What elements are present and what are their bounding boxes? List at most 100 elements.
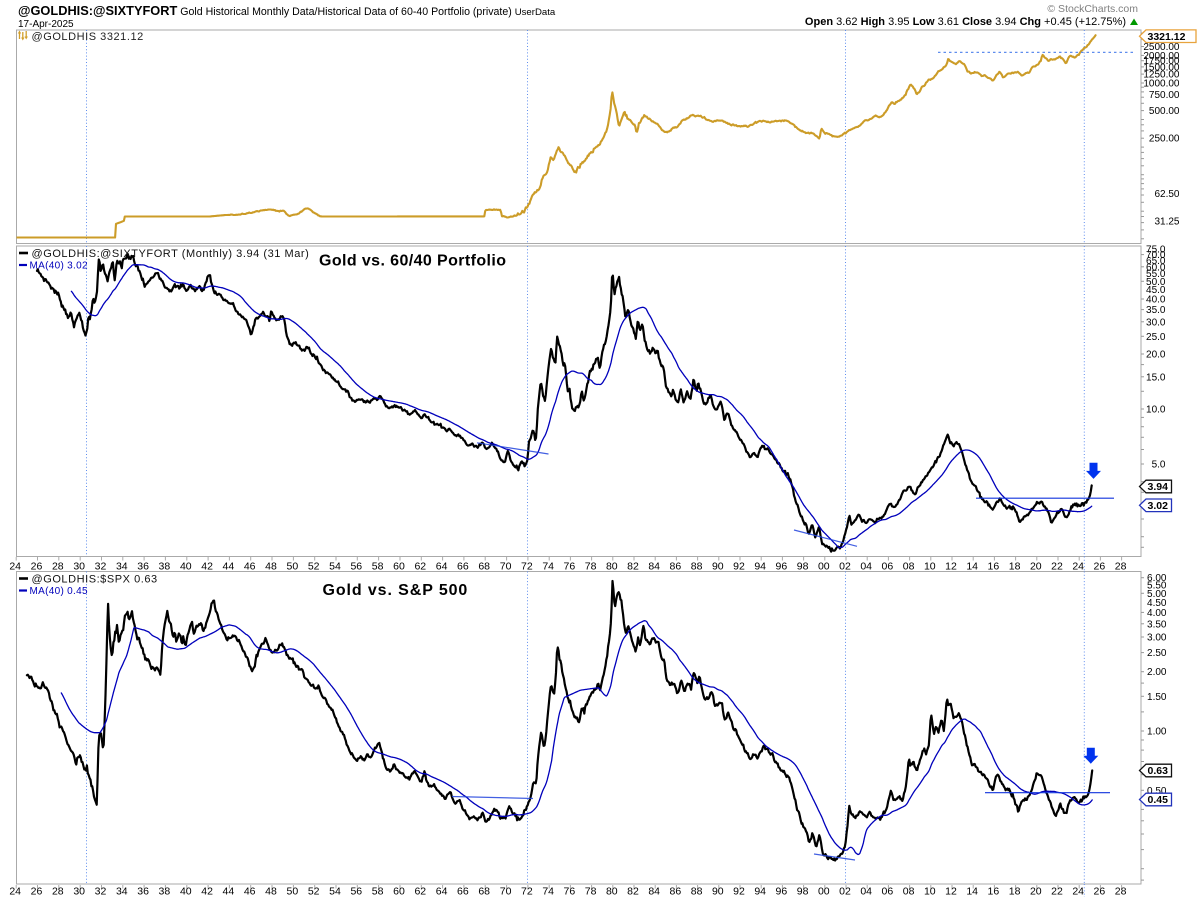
svg-text:04: 04 [860,560,872,572]
svg-text:94: 94 [754,886,766,898]
svg-text:86: 86 [670,886,682,898]
svg-text:34: 34 [116,560,128,572]
svg-text:26: 26 [1094,886,1106,898]
svg-text:10.0: 10.0 [1146,405,1166,416]
svg-text:30: 30 [73,886,85,898]
svg-text:2.00: 2.00 [1147,667,1167,678]
svg-text:30.0: 30.0 [1146,317,1166,328]
svg-text:08: 08 [903,560,915,572]
svg-text:54: 54 [329,560,341,572]
svg-text:@GOLDHIS:@SIXTYFORT (Monthly): @GOLDHIS:@SIXTYFORT (Monthly) 3.94 (31 M… [32,248,310,260]
svg-text:42: 42 [201,560,213,572]
svg-text:35.0: 35.0 [1146,305,1166,316]
svg-text:00: 00 [818,886,830,898]
svg-text:4.00: 4.00 [1147,608,1167,619]
svg-text:48: 48 [265,560,277,572]
svg-text:62.50: 62.50 [1154,189,1179,200]
svg-text:500.00: 500.00 [1149,106,1180,117]
svg-text:58: 58 [372,560,384,572]
svg-text:2.50: 2.50 [1147,648,1167,659]
svg-text:15.0: 15.0 [1146,372,1166,383]
svg-text:10: 10 [924,560,936,572]
svg-text:46: 46 [244,886,256,898]
svg-text:66: 66 [457,560,469,572]
svg-text:18: 18 [1009,560,1021,572]
svg-text:82: 82 [627,560,639,572]
svg-text:6.00: 6.00 [1147,573,1167,584]
svg-text:20.0: 20.0 [1146,350,1166,361]
svg-text:56: 56 [350,560,362,572]
svg-text:© StockCharts.com: © StockCharts.com [1047,3,1138,15]
svg-text:3.94: 3.94 [1148,481,1169,493]
svg-text:22: 22 [1051,560,1063,572]
svg-text:250.00: 250.00 [1149,134,1180,145]
svg-text:46: 46 [244,560,256,572]
svg-text:52: 52 [308,886,320,898]
svg-text:74: 74 [542,886,554,898]
svg-text:55.0: 55.0 [1146,269,1166,280]
svg-text:40: 40 [180,560,192,572]
svg-text:70.0: 70.0 [1146,250,1166,261]
svg-text:5.50: 5.50 [1147,581,1167,592]
svg-text:98: 98 [797,886,809,898]
svg-text:86: 86 [670,560,682,572]
svg-text:72: 72 [521,560,533,572]
svg-text:36: 36 [137,560,149,572]
svg-text:02: 02 [839,886,851,898]
svg-text:72: 72 [521,886,533,898]
svg-text:94: 94 [754,560,766,572]
svg-text:1250.00: 1250.00 [1143,70,1180,81]
svg-text:48: 48 [265,886,277,898]
svg-text:@GOLDHIS:$SPX 0.63: @GOLDHIS:$SPX 0.63 [32,574,158,586]
svg-text:24: 24 [9,560,21,572]
svg-text:2500.00: 2500.00 [1143,42,1180,53]
svg-text:04: 04 [860,886,872,898]
svg-text:20: 20 [1030,560,1042,572]
svg-text:70: 70 [500,560,512,572]
svg-text:82: 82 [627,886,639,898]
svg-text:64: 64 [436,560,448,572]
svg-text:4.50: 4.50 [1147,598,1167,609]
svg-text:52: 52 [308,560,320,572]
svg-text:Gold vs. 60/40 Portfolio: Gold vs. 60/40 Portfolio [319,253,506,270]
svg-text:76: 76 [564,560,576,572]
svg-text:62: 62 [414,886,426,898]
svg-text:30: 30 [73,560,85,572]
svg-text:42: 42 [201,886,213,898]
svg-text:31.25: 31.25 [1154,217,1179,228]
svg-text:1.50: 1.50 [1147,692,1167,703]
svg-text:3.02: 3.02 [1148,500,1169,512]
svg-text:45.0: 45.0 [1146,285,1166,296]
svg-text:60.0: 60.0 [1146,262,1166,273]
svg-text:06: 06 [882,886,894,898]
svg-text:26: 26 [1094,560,1106,572]
svg-text:24: 24 [9,886,21,898]
svg-text:76: 76 [564,886,576,898]
svg-text:2000.00: 2000.00 [1143,51,1180,62]
svg-text:38: 38 [159,560,171,572]
svg-text:58: 58 [372,886,384,898]
svg-text:60: 60 [393,886,405,898]
svg-text:96: 96 [776,560,788,572]
svg-text:44: 44 [223,560,235,572]
svg-text:64: 64 [436,886,448,898]
svg-text:0.45: 0.45 [1148,794,1169,806]
svg-text:32: 32 [95,886,107,898]
svg-text:06: 06 [882,560,894,572]
svg-text:@GOLDHIS:@SIXTYFORT Gold Histo: @GOLDHIS:@SIXTYFORT Gold Historical Mont… [18,3,556,18]
svg-text:70: 70 [500,886,512,898]
svg-text:34: 34 [116,886,128,898]
svg-text:74: 74 [542,560,554,572]
svg-text:1.00: 1.00 [1147,727,1167,738]
svg-text:56: 56 [350,886,362,898]
svg-text:88: 88 [691,560,703,572]
svg-text:1750.00: 1750.00 [1143,56,1180,67]
svg-text:1500.00: 1500.00 [1143,62,1180,73]
svg-text:14: 14 [966,560,978,572]
svg-text:28: 28 [1115,886,1127,898]
svg-text:38: 38 [159,886,171,898]
svg-text:3321.12: 3321.12 [1148,31,1186,43]
svg-text:96: 96 [776,886,788,898]
svg-text:Open 3.62 High 3.95 Low 3.61 C: Open 3.62 High 3.95 Low 3.61 Close 3.94 … [805,16,1126,28]
svg-text:16: 16 [988,560,1000,572]
